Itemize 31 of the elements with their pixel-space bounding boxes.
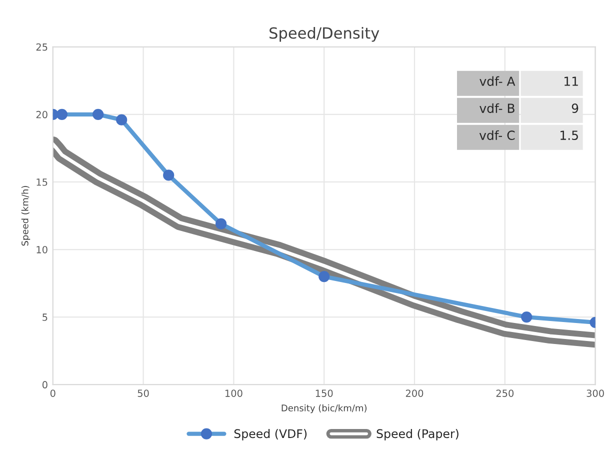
y-tick-label: 25 [36, 43, 48, 51]
x-tick-label: 50 [138, 390, 149, 397]
annotation: vdf- B [480, 103, 514, 113]
x-tick-label: 200 [406, 390, 424, 397]
point [92, 108, 104, 120]
chart-title: Speed/Density [270, 26, 380, 42]
point [318, 270, 330, 282]
y-axis-title: Speed (km/h) [21, 186, 30, 246]
y-tick-label: 20 [36, 110, 48, 118]
point [116, 114, 128, 126]
y-tick-label: 10 [36, 246, 48, 254]
x-tick-label: 150 [316, 390, 333, 397]
annotation: vdf- A [480, 76, 516, 86]
y-tick-label: 0 [42, 381, 48, 388]
x-tick-label: 300 [586, 390, 604, 397]
point [521, 311, 532, 323]
legend-label: Speed (Paper) [376, 428, 458, 440]
y-tick-label: 5 [42, 314, 48, 321]
annotation: vdf- C [479, 130, 515, 140]
x-tick-label: 250 [496, 390, 514, 397]
point [163, 170, 174, 181]
annotation: 9 [572, 104, 578, 113]
x-axis-title: Density (bic/km/m) [282, 404, 366, 414]
x-tick-label: 0 [50, 390, 56, 397]
y-tick-label: 15 [36, 178, 48, 186]
point [56, 108, 68, 120]
legend-label: Speed (VDF) [234, 428, 307, 440]
point [215, 218, 227, 230]
annotation: 11 [564, 76, 578, 86]
x-tick-label: 100 [225, 390, 242, 397]
annotation: 1.5 [560, 130, 578, 140]
